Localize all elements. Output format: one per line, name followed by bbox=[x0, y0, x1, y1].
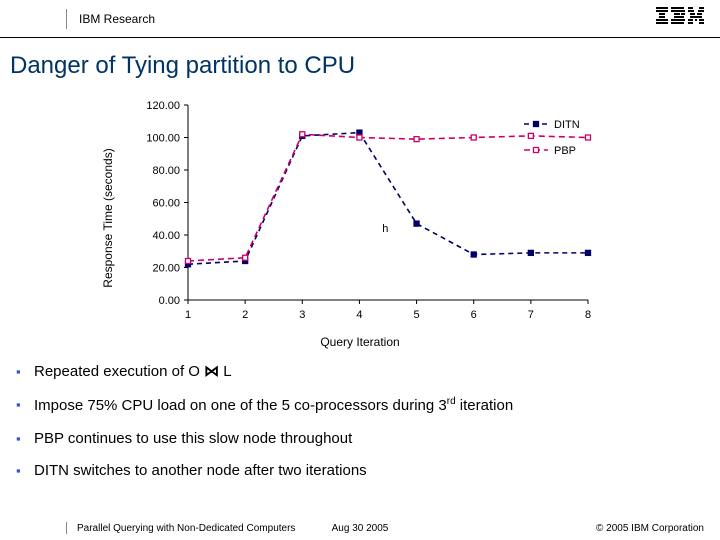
svg-text:PBP: PBP bbox=[554, 145, 576, 157]
svg-text:DITN: DITN bbox=[554, 119, 580, 131]
bullet-1-pre: Repeated execution of O bbox=[34, 363, 204, 380]
bullet-1-post: L bbox=[219, 363, 232, 380]
chart-container: Response Time (seconds) 0.0020.0040.0060… bbox=[110, 90, 610, 345]
bullet-3: PBP continues to use this slow node thro… bbox=[34, 430, 710, 449]
bullet-2-sup: rd bbox=[447, 396, 456, 407]
footer-divider bbox=[66, 522, 67, 534]
bullet-2: Impose 75% CPU load on one of the 5 co-p… bbox=[34, 396, 710, 416]
brand-label: IBM Research bbox=[79, 12, 155, 26]
footer: Parallel Querying with Non-Dedicated Com… bbox=[0, 522, 720, 534]
svg-text:80.00: 80.00 bbox=[152, 165, 180, 177]
svg-text:60.00: 60.00 bbox=[152, 198, 180, 210]
header: IBM Research bbox=[0, 0, 720, 38]
response-time-chart: 0.00 20.00 40.00 60.00 80.00 100.00 120.00 1 2 3 4… bbox=[110, 90, 610, 345]
bullet-list: Repeated execution of O ⋈ L Impose 75% C… bbox=[0, 345, 720, 481]
svg-text:4: 4 bbox=[356, 309, 362, 321]
svg-text:20.00: 20.00 bbox=[152, 263, 180, 275]
svg-text:7: 7 bbox=[528, 309, 534, 321]
bullet-2-pre: Impose 75% CPU load on one of the 5 co-p… bbox=[34, 397, 447, 414]
svg-text:40.00: 40.00 bbox=[152, 230, 180, 242]
header-divider bbox=[66, 9, 67, 29]
bullet-2-post: iteration bbox=[456, 397, 514, 414]
svg-text:h: h bbox=[382, 223, 388, 235]
svg-text:0.00: 0.00 bbox=[159, 295, 180, 307]
svg-text:5: 5 bbox=[414, 309, 420, 321]
svg-text:8: 8 bbox=[585, 309, 591, 321]
svg-text:2: 2 bbox=[242, 309, 248, 321]
chart-xlabel: Query Iteration bbox=[320, 335, 399, 349]
slide-title: Danger of Tying partition to CPU bbox=[0, 38, 720, 84]
chart-ylabel: Response Time (seconds) bbox=[101, 148, 115, 287]
footer-mid: Aug 30 2005 bbox=[332, 523, 389, 534]
join-icon: ⋈ bbox=[204, 363, 219, 380]
footer-right: © 2005 IBM Corporation bbox=[596, 523, 704, 534]
svg-text:1: 1 bbox=[185, 309, 191, 321]
svg-text:6: 6 bbox=[471, 309, 477, 321]
bullet-4: DITN switches to another node after two … bbox=[34, 462, 710, 481]
footer-left: Parallel Querying with Non-Dedicated Com… bbox=[77, 523, 295, 534]
bullet-1: Repeated execution of O ⋈ L bbox=[34, 363, 710, 382]
svg-text:100.00: 100.00 bbox=[146, 133, 180, 145]
svg-text:120.00: 120.00 bbox=[146, 100, 180, 112]
svg-text:3: 3 bbox=[299, 309, 305, 321]
ibm-logo bbox=[656, 7, 704, 30]
